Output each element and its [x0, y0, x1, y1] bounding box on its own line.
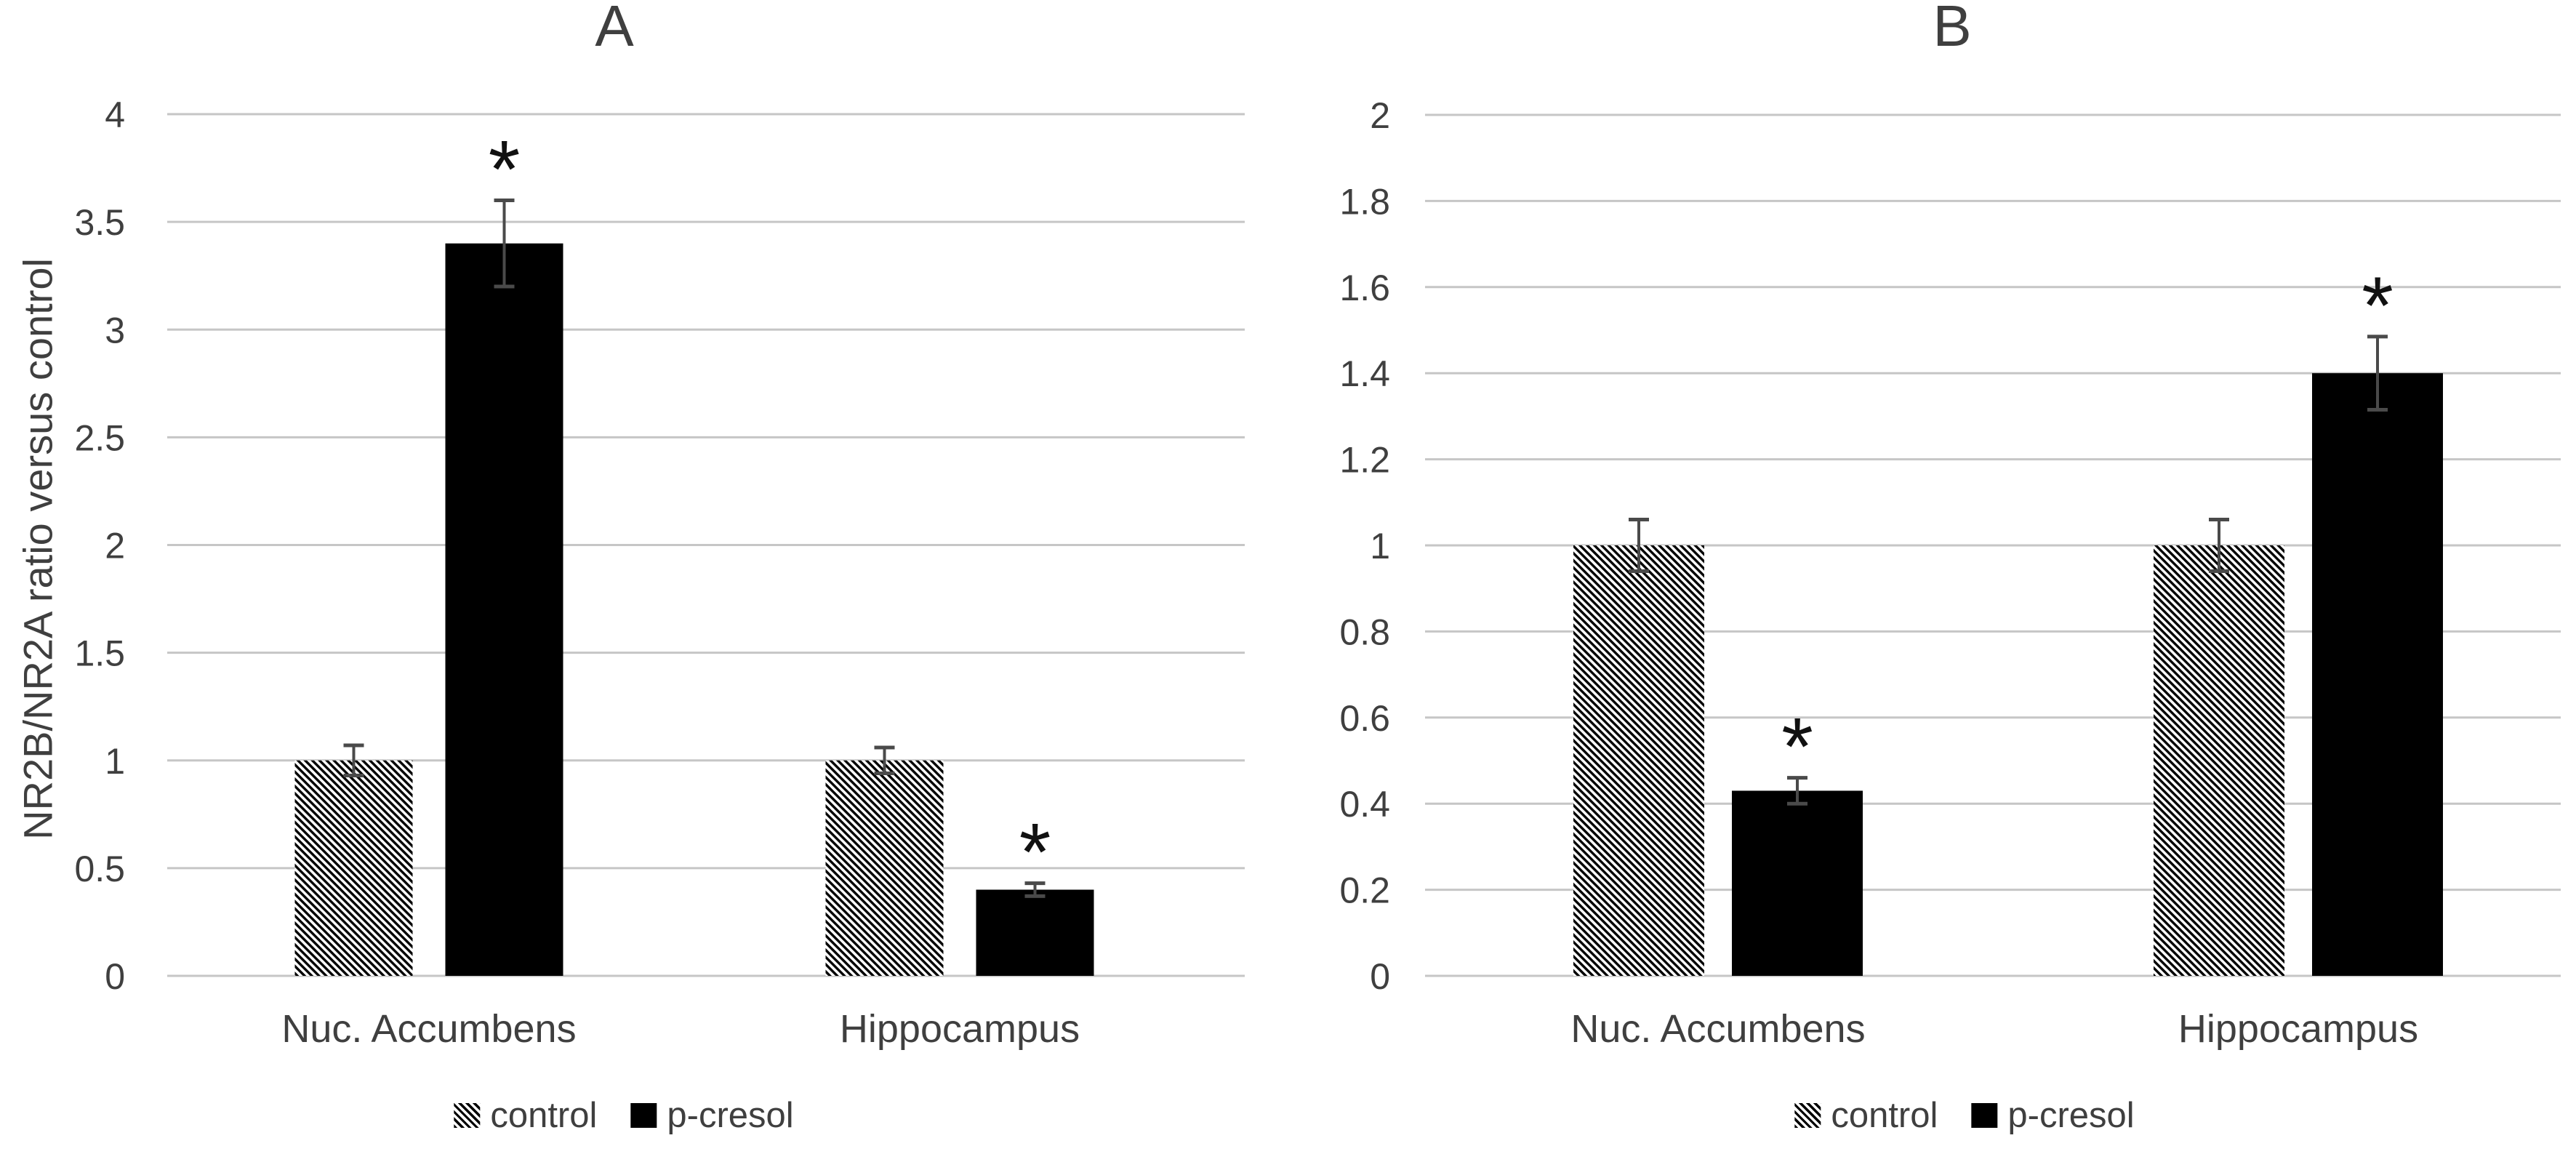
ytick-label-a-2.5: 2.5 [74, 417, 125, 458]
category-label-a-hippocampus: Hippocampus [840, 1007, 1080, 1051]
control-hatch-swatch-icon [454, 1103, 481, 1128]
panel-b: 0 0.2 0.4 0.6 0.8 1 1.2 1.4 1.6 1.8 2 Nuc. Accumben… [1339, 95, 2561, 1051]
ytick-label-a-2: 2 [105, 526, 125, 566]
ytick-label-a-0: 0 [105, 956, 125, 997]
legend-panel-a: control p-cresol [454, 1095, 794, 1136]
error-bar-a-nuc-accumbens-control [343, 743, 364, 777]
ytick-label-b-1: 1 [1370, 526, 1390, 566]
error-bar-a-nuc-accumbens-p-cresol [494, 199, 515, 289]
ytick-label-b-0.4: 0.4 [1339, 784, 1390, 825]
panel-a: 0 0.5 1 1.5 2 2.5 3 3.5 4 Nuc. Accumbens Hippocamp… [74, 95, 1245, 1051]
error-bar-a-hippocampus-p-cresol [1024, 881, 1046, 898]
error-bar-a-hippocampus-control [874, 745, 895, 776]
legend-label-control: control [1831, 1096, 1938, 1135]
ytick-label-a-3.5: 3.5 [74, 202, 125, 243]
legend-item-p-cresol: p-cresol [630, 1095, 794, 1136]
ytick-label-b-1.4: 1.4 [1339, 353, 1390, 394]
significance-asterisk-a-hippocampus: * [1019, 807, 1051, 898]
ytick-label-b-1.2: 1.2 [1339, 440, 1390, 481]
significance-asterisk-b-hippocampus: * [2362, 260, 2394, 351]
panel-b-title: B [1933, 0, 1972, 58]
significance-asterisk-a-nuc-accumbens: * [489, 124, 521, 215]
significance-asterisk-b-nuc-accumbens: * [1781, 702, 1813, 793]
legend-item-control: control [1794, 1095, 1938, 1136]
ytick-label-a-4: 4 [105, 95, 125, 135]
category-label-b-nuc-accumbens: Nuc. Accumbens [1570, 1007, 1865, 1051]
ytick-label-b-2: 2 [1370, 95, 1390, 136]
legend-item-control: control [454, 1095, 597, 1136]
bar-b-nuc-accumbens-p-cresol [1732, 790, 1863, 976]
bar-b-hippocampus-control [2154, 545, 2284, 976]
bar-b-nuc-accumbens-control [1573, 545, 1704, 976]
error-bar-b-hippocampus-p-cresol [2367, 334, 2388, 412]
ytick-label-b-1.6: 1.6 [1339, 268, 1390, 308]
category-label-a-nuc-accumbens: Nuc. Accumbens [281, 1007, 576, 1051]
panel-a-title: A [595, 0, 634, 58]
bar-b-hippocampus-p-cresol [2312, 373, 2443, 976]
legend-label-p-cresol: p-cresol [2007, 1096, 2135, 1135]
legend-panel-b: control p-cresol [1794, 1095, 2135, 1136]
p-cresol-solid-swatch-icon [1971, 1103, 1998, 1128]
ytick-label-b-0: 0 [1370, 956, 1390, 997]
error-bar-b-nuc-accumbens-control [1629, 517, 1649, 574]
ytick-label-a-3: 3 [105, 310, 125, 350]
ytick-label-b-0.2: 0.2 [1339, 870, 1390, 911]
bar-a-hippocampus-p-cresol [976, 889, 1094, 976]
error-bar-b-nuc-accumbens-p-cresol [1787, 776, 1807, 806]
ytick-label-b-0.8: 0.8 [1339, 612, 1390, 652]
ytick-label-b-1.8: 1.8 [1339, 181, 1390, 222]
ytick-label-a-0.5: 0.5 [74, 849, 125, 889]
bar-a-nuc-accumbens-p-cresol [445, 243, 563, 976]
bar-a-hippocampus-control [825, 760, 944, 976]
category-label-b-hippocampus: Hippocampus [2178, 1007, 2418, 1051]
bar-a-nuc-accumbens-control [294, 760, 413, 976]
control-hatch-swatch-icon [1794, 1103, 1821, 1128]
ytick-label-b-0.6: 0.6 [1339, 698, 1390, 739]
legend-label-p-cresol: p-cresol [667, 1096, 794, 1135]
ytick-label-a-1.5: 1.5 [74, 633, 125, 674]
legend-item-p-cresol: p-cresol [1971, 1095, 2135, 1136]
legend-label-control: control [490, 1096, 598, 1135]
error-bar-b-hippocampus-control [2209, 517, 2229, 574]
p-cresol-solid-swatch-icon [630, 1103, 657, 1128]
ytick-label-a-1: 1 [105, 741, 125, 782]
